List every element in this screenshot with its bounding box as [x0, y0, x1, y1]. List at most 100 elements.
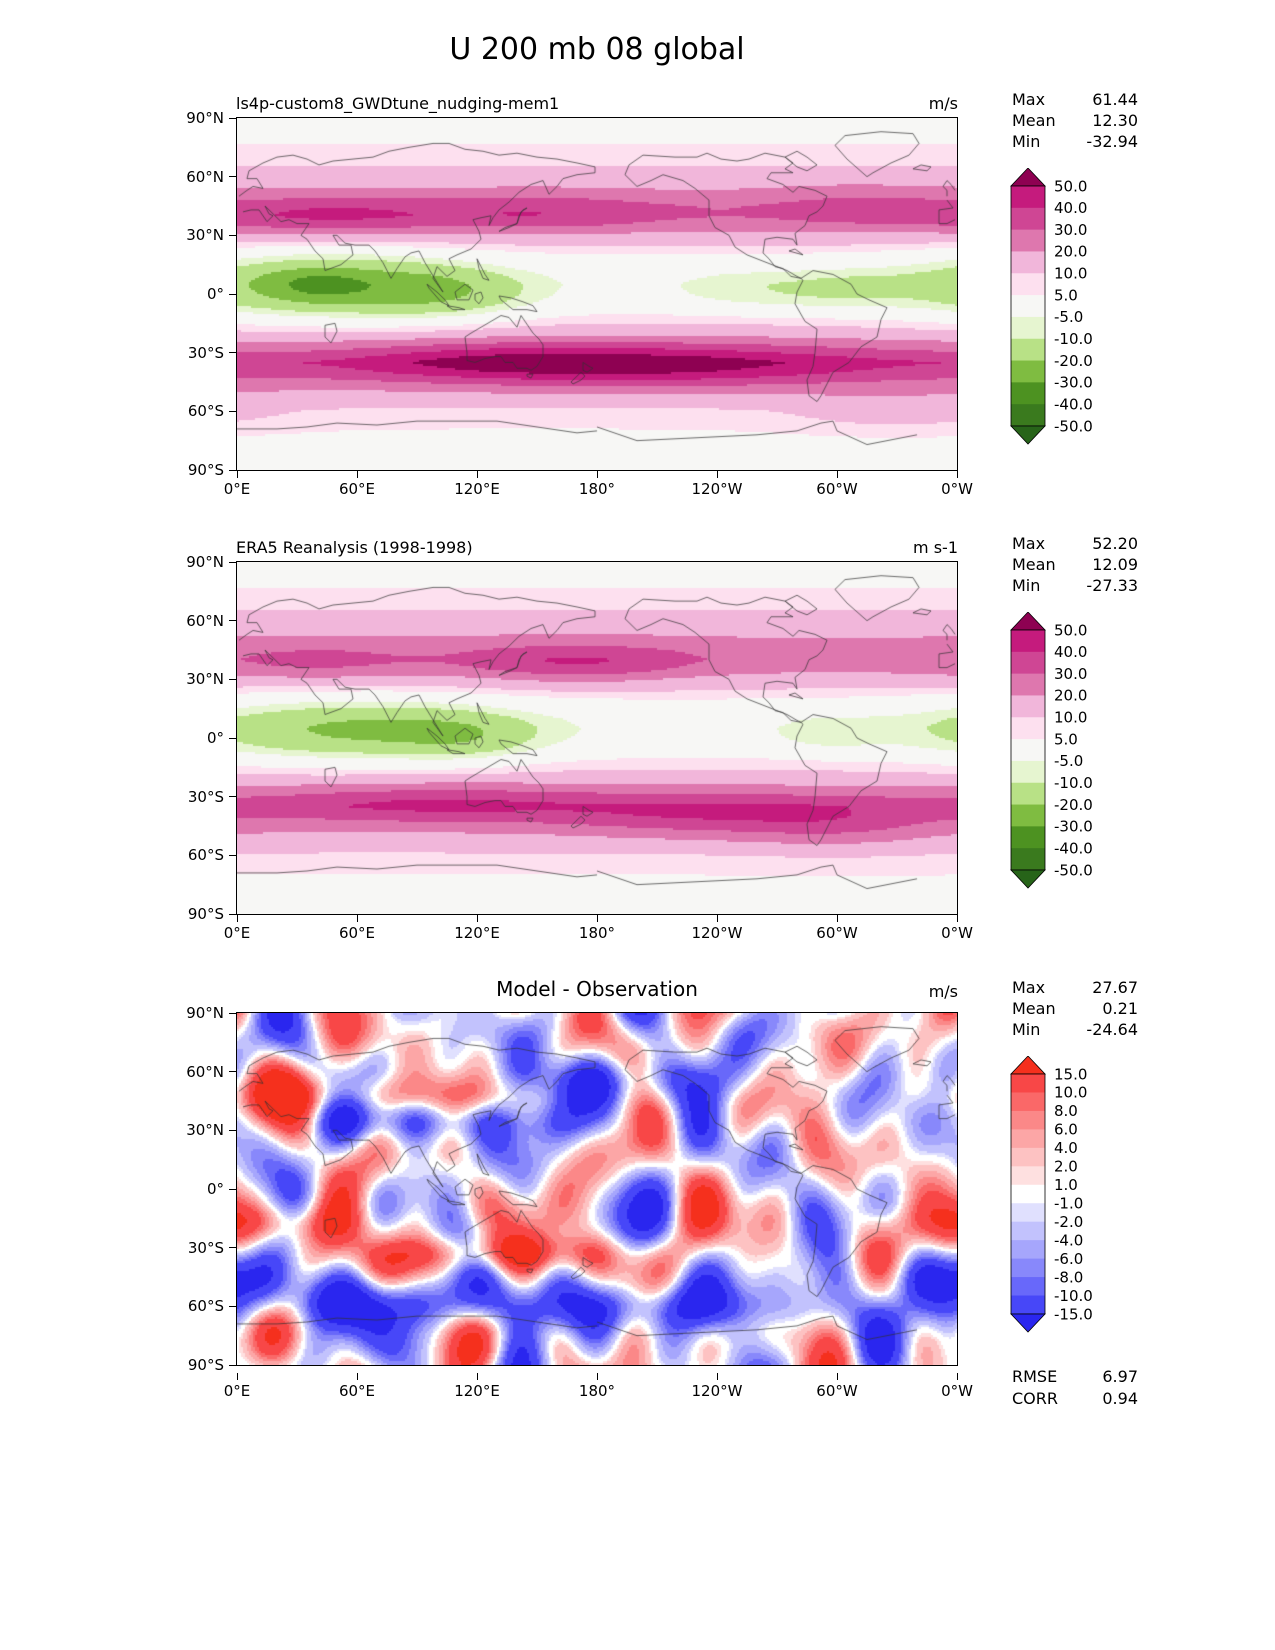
colorbar-segment — [1011, 404, 1045, 427]
colorbar-arrow-over — [1010, 611, 1046, 631]
lat-tick-label: 30°S — [187, 343, 224, 362]
colorbar-tick-label: -30.0 — [1054, 374, 1093, 392]
colorbar-segment — [1011, 1166, 1045, 1186]
colorbar-tick-label: -10.0 — [1054, 1287, 1093, 1305]
colorbar-segment — [1011, 1184, 1045, 1204]
colorbar-segment — [1011, 1258, 1045, 1278]
panel-model: ls4p-custom8_GWDtune_nudging-mem1 m/s 90… — [178, 87, 1258, 501]
lat-tick-label: 60°N — [186, 611, 224, 630]
lat-tick-label: 30°S — [187, 787, 224, 806]
stat-max-value: 27.67 — [1092, 978, 1138, 997]
colorbar-segment — [1011, 295, 1045, 318]
lat-tick-label: 30°N — [186, 1121, 224, 1140]
map-canvas-obs — [236, 561, 958, 915]
colorbar-tick-label: 20.0 — [1054, 687, 1087, 705]
lat-tick-label: 60°S — [187, 846, 224, 865]
lat-tick-mark — [229, 410, 236, 413]
lon-tick-mark — [836, 471, 838, 478]
lon-tick-mark — [836, 1373, 838, 1380]
colorbar-segment — [1011, 717, 1045, 740]
lon-tick-mark — [716, 915, 718, 922]
colorbar-obs: 50.0 40.0 30.0 20.0 10.0 5.0 -5.0 -10.0 -20.0 -30… — [1008, 611, 1258, 896]
colorbar-tick-label: -4.0 — [1054, 1231, 1083, 1249]
colorbar-tick-label: 1.0 — [1054, 1176, 1078, 1194]
lat-tick-label: 90°N — [186, 109, 224, 127]
colorbar-segment — [1011, 1147, 1045, 1167]
colorbar-tick-label: 4.0 — [1054, 1139, 1078, 1157]
panel-diff: Model - Observation m/s 90°N 60°N 30°N 0° 30… — [178, 975, 1258, 1410]
colorbar-segment — [1011, 382, 1045, 405]
colorbar-tick-label: 15.0 — [1054, 1065, 1087, 1083]
stat-mean-label: Mean — [1012, 555, 1056, 574]
stat-mean-value: 0.21 — [1102, 999, 1138, 1018]
colorbar-segment — [1011, 1221, 1045, 1241]
colorbar-segment — [1011, 804, 1045, 827]
lat-tick-label: 30°N — [186, 226, 224, 245]
colorbar-segment — [1011, 338, 1045, 362]
stat-mean: Mean 12.09 — [1012, 554, 1138, 575]
lat-tick-label: 0° — [206, 729, 224, 747]
lon-tick-mark — [476, 915, 478, 922]
lon-tick-label: 180° — [578, 480, 616, 498]
panel-diff-units: m/s — [928, 982, 958, 1001]
stat-max: Max 61.44 — [1012, 89, 1138, 110]
stat-min-label: Min — [1012, 1020, 1041, 1039]
colorbar-tick-label: -40.0 — [1054, 395, 1093, 413]
colorbar-segment — [1011, 207, 1045, 231]
lat-tick-label: 30°S — [187, 1238, 224, 1257]
stat-mean-value: 12.30 — [1092, 111, 1138, 130]
colorbar-tick-label: -2.0 — [1054, 1213, 1083, 1231]
lon-tick-label: 0°W — [941, 480, 973, 498]
panel-obs-right: Max 52.20 Mean 12.09 Min -27.33 50.0 40.0 30.… — [958, 531, 1258, 945]
lon-tick-label: 60°E — [338, 1382, 376, 1400]
lat-tick-mark — [229, 469, 236, 471]
colorbar-tick-label: 40.0 — [1054, 643, 1087, 661]
map-obs — [236, 561, 958, 915]
colorbar-tick-label: 10.0 — [1054, 1084, 1087, 1102]
stats-obs: Max 52.20 Mean 12.09 Min -27.33 — [1012, 533, 1138, 596]
colorbar-arrow-under — [1010, 1313, 1046, 1333]
colorbar-tick-label: -30.0 — [1054, 818, 1093, 836]
stat-corr-label: CORR — [1012, 1389, 1058, 1408]
lat-tick-mark — [229, 234, 236, 237]
map-diff — [236, 1012, 958, 1373]
colorbar-svg: 15.010.08.06.04.02.01.0-1.0-2.0-4.0-6.0-… — [1010, 1055, 1093, 1333]
lon-tick-label: 120°E — [454, 1382, 500, 1400]
colorbar-tick-label: -50.0 — [1054, 861, 1093, 879]
lon-tick-mark — [956, 915, 958, 922]
lon-tick-label: 60°E — [338, 480, 376, 498]
colorbar-segment — [1011, 360, 1045, 383]
lon-tick-mark — [356, 471, 358, 478]
stat-mean-value: 12.09 — [1092, 555, 1138, 574]
lon-tick-mark — [836, 915, 838, 922]
lon-tick-label: 120°E — [454, 480, 500, 498]
colorbar-segment — [1011, 1110, 1045, 1130]
colorbar-diff: 15.0 10.0 8.0 6.0 4.0 2.0 1.0 -1.0 -2.0 -4.0 -6.0-… — [1008, 1055, 1258, 1340]
lon-tick-label: 0°W — [941, 924, 973, 942]
colorbar-segment — [1011, 273, 1045, 296]
stat-max: Max 27.67 — [1012, 977, 1138, 998]
colorbar-segment — [1011, 739, 1045, 762]
lat-tick-mark — [229, 1305, 236, 1308]
lat-tick-label: 60°S — [187, 402, 224, 421]
lon-tick-label: 60°W — [816, 480, 858, 498]
stat-min-value: -27.33 — [1086, 576, 1138, 595]
lon-tick-label: 120°E — [454, 924, 500, 942]
colorbar-tick-label: 50.0 — [1054, 621, 1087, 639]
y-axis-obs: 90°N 60°N 30°N 0° 30°S 60°S 90°S — [178, 553, 236, 923]
colorbar-tick-label: 5.0 — [1054, 730, 1078, 748]
colorbar-segment — [1011, 826, 1045, 849]
panel-model-units: m/s — [928, 94, 958, 113]
stat-min: Min -27.33 — [1012, 575, 1138, 596]
lon-tick-label: 0°E — [223, 1382, 251, 1400]
colorbar-tick-label: -8.0 — [1054, 1268, 1083, 1286]
lon-tick-mark — [236, 1373, 238, 1380]
colorbar-segment — [1011, 760, 1045, 784]
colorbar-segment — [1011, 673, 1045, 696]
colorbar-segment — [1011, 1203, 1045, 1223]
colorbar-tick-label: -20.0 — [1054, 352, 1093, 370]
panel-obs-header: ERA5 Reanalysis (1998-1998) m s-1 — [236, 531, 958, 561]
lon-tick-mark — [716, 471, 718, 478]
colorbar-arrow-under — [1010, 425, 1046, 445]
colorbar-segment — [1011, 1277, 1045, 1297]
